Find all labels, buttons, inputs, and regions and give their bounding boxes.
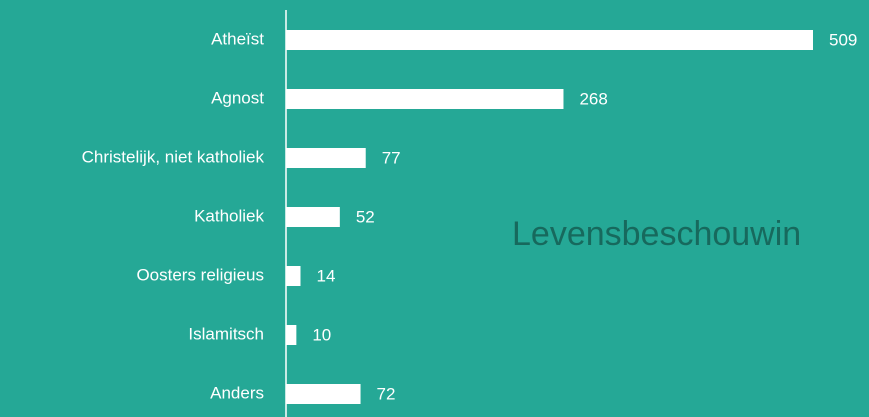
bar (286, 384, 361, 404)
bar (286, 148, 366, 168)
value-label: 14 (316, 266, 335, 285)
category-label: Atheïst (211, 29, 264, 48)
value-label: 509 (829, 30, 857, 49)
category-label: Agnost (211, 88, 264, 107)
value-label: 77 (382, 148, 401, 167)
category-label: Katholiek (194, 206, 264, 225)
value-label: 10 (312, 325, 331, 344)
category-label: Oosters religieus (136, 265, 264, 284)
bar (286, 89, 564, 109)
bar (286, 266, 301, 286)
chart-title: Levensbeschouwin (512, 215, 801, 253)
category-label: Christelijk, niet katholiek (82, 147, 265, 166)
category-label: Anders (210, 383, 264, 402)
category-label: Islamitsch (188, 324, 264, 343)
bar (286, 30, 813, 50)
value-label: 268 (579, 89, 607, 108)
value-label: 52 (356, 207, 375, 226)
bar (286, 325, 297, 345)
bar (286, 207, 340, 227)
value-label: 72 (377, 384, 396, 403)
